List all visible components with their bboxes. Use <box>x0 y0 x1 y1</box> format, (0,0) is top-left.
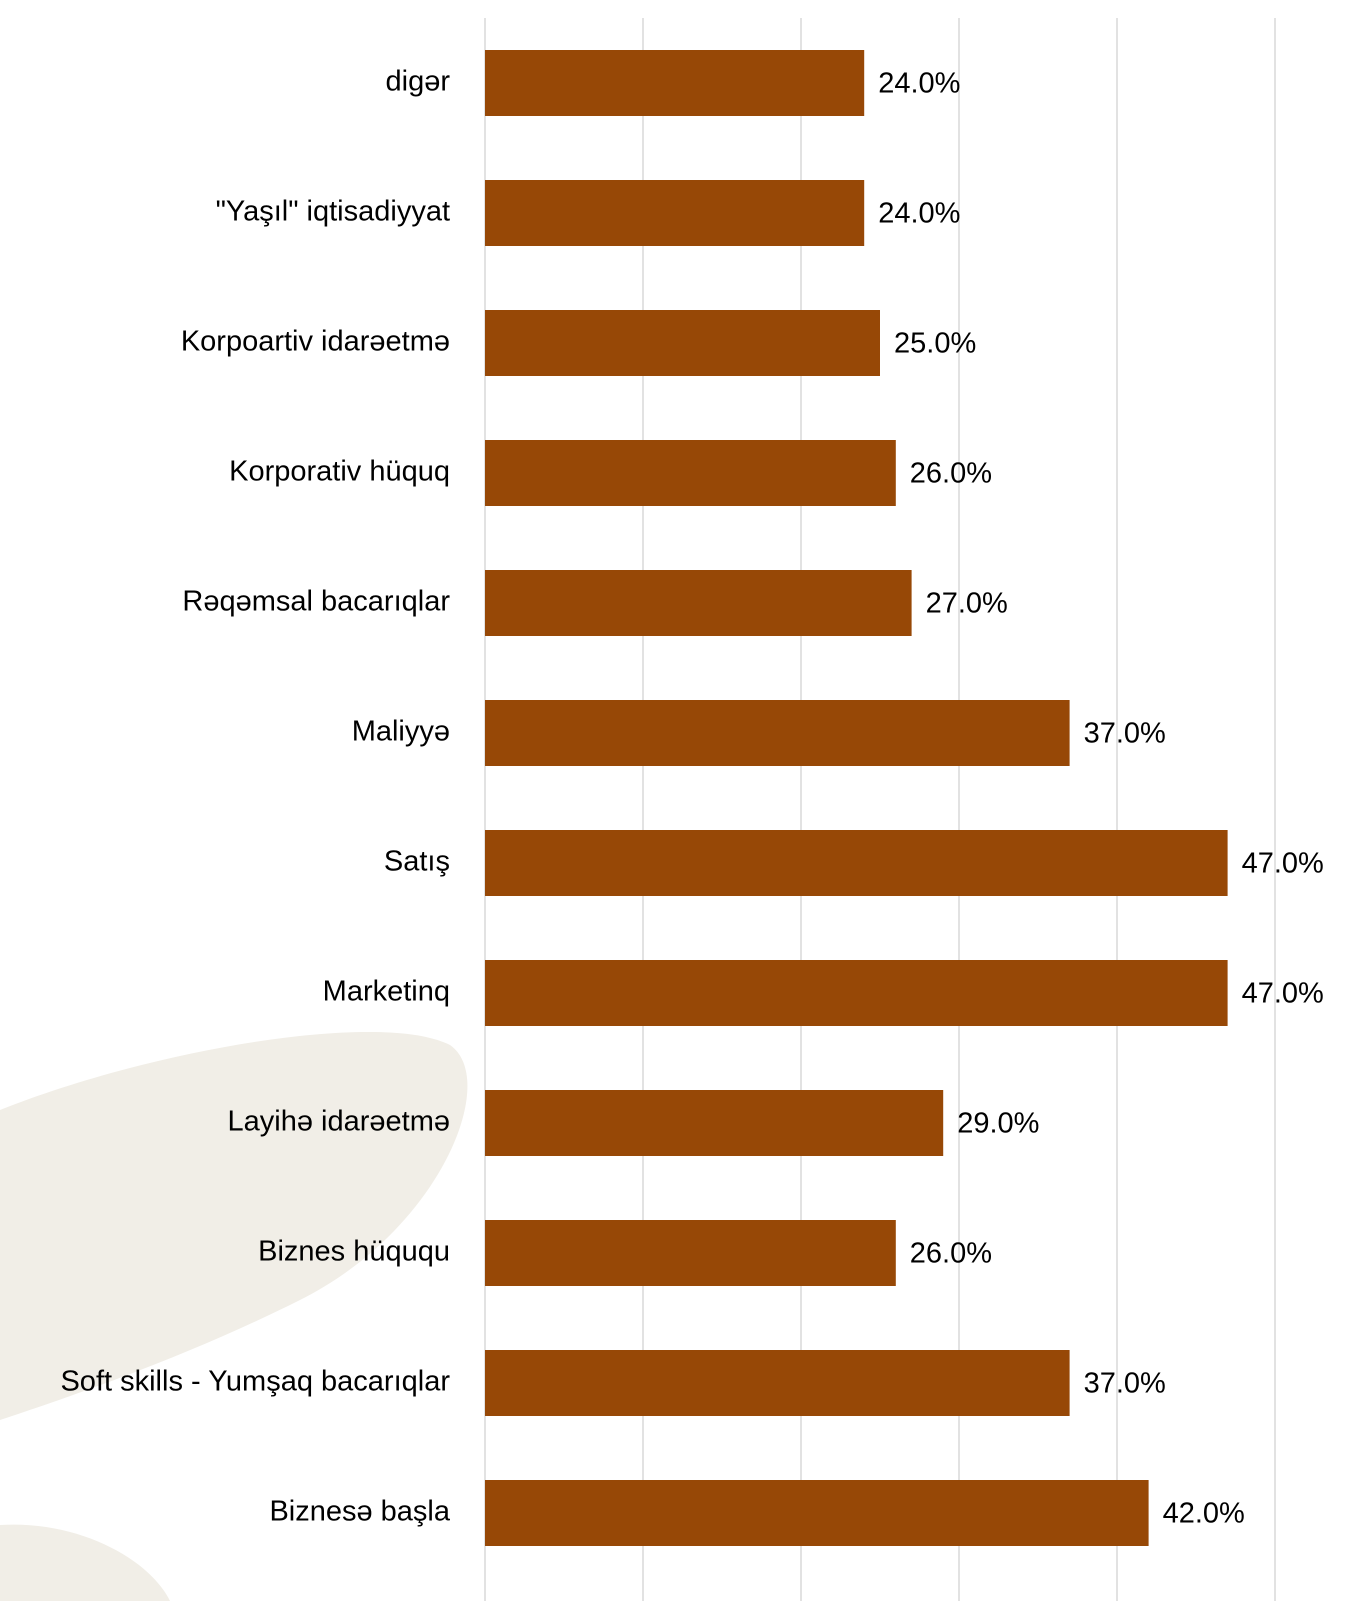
data-label: 26.0% <box>910 458 992 490</box>
bar <box>485 830 1228 896</box>
y-tick-label: Soft skills - Yumşaq bacarıqlar <box>60 1366 450 1398</box>
data-label: 47.0% <box>1242 848 1324 880</box>
bar <box>485 1090 943 1156</box>
bar <box>485 440 896 506</box>
data-label: 25.0% <box>894 328 976 360</box>
y-tick-label: Biznesə başla <box>269 1496 450 1528</box>
bar <box>485 700 1070 766</box>
y-tick-label: Marketinq <box>323 976 450 1008</box>
y-tick-label: Satış <box>384 846 450 878</box>
data-label: 24.0% <box>878 68 960 100</box>
bar <box>485 1220 896 1286</box>
data-label: 29.0% <box>957 1108 1039 1140</box>
y-tick-label: Biznes hüququ <box>258 1236 450 1268</box>
bar <box>485 960 1228 1026</box>
bar <box>485 310 880 376</box>
bar <box>485 570 912 636</box>
data-label: 26.0% <box>910 1238 992 1270</box>
y-tick-label: Maliyyə <box>352 716 450 748</box>
background-shape <box>0 1525 170 1601</box>
bar <box>485 50 864 116</box>
y-tick-label: Korpoartiv idarəetmə <box>181 326 450 358</box>
bar <box>485 180 864 246</box>
background-shape <box>0 1032 467 1420</box>
y-tick-label: Layihə idarəetmə <box>228 1106 450 1138</box>
data-label: 42.0% <box>1163 1498 1245 1530</box>
bar <box>485 1480 1149 1546</box>
y-tick-label: Rəqəmsal bacarıqlar <box>182 586 450 618</box>
data-label: 37.0% <box>1084 1368 1166 1400</box>
y-tick-label: digər <box>386 66 451 98</box>
y-tick-label: Korporativ hüquq <box>229 456 450 488</box>
data-label: 24.0% <box>878 198 960 230</box>
chart: digər 24.0% "Yaşıl" iqtisadiyyat 24.0% Korpo… <box>0 0 1366 1601</box>
data-label: 27.0% <box>926 588 1008 620</box>
y-tick-label: "Yaşıl" iqtisadiyyat <box>216 196 450 228</box>
data-label: 37.0% <box>1084 718 1166 750</box>
data-label: 47.0% <box>1242 978 1324 1010</box>
bar <box>485 1350 1070 1416</box>
